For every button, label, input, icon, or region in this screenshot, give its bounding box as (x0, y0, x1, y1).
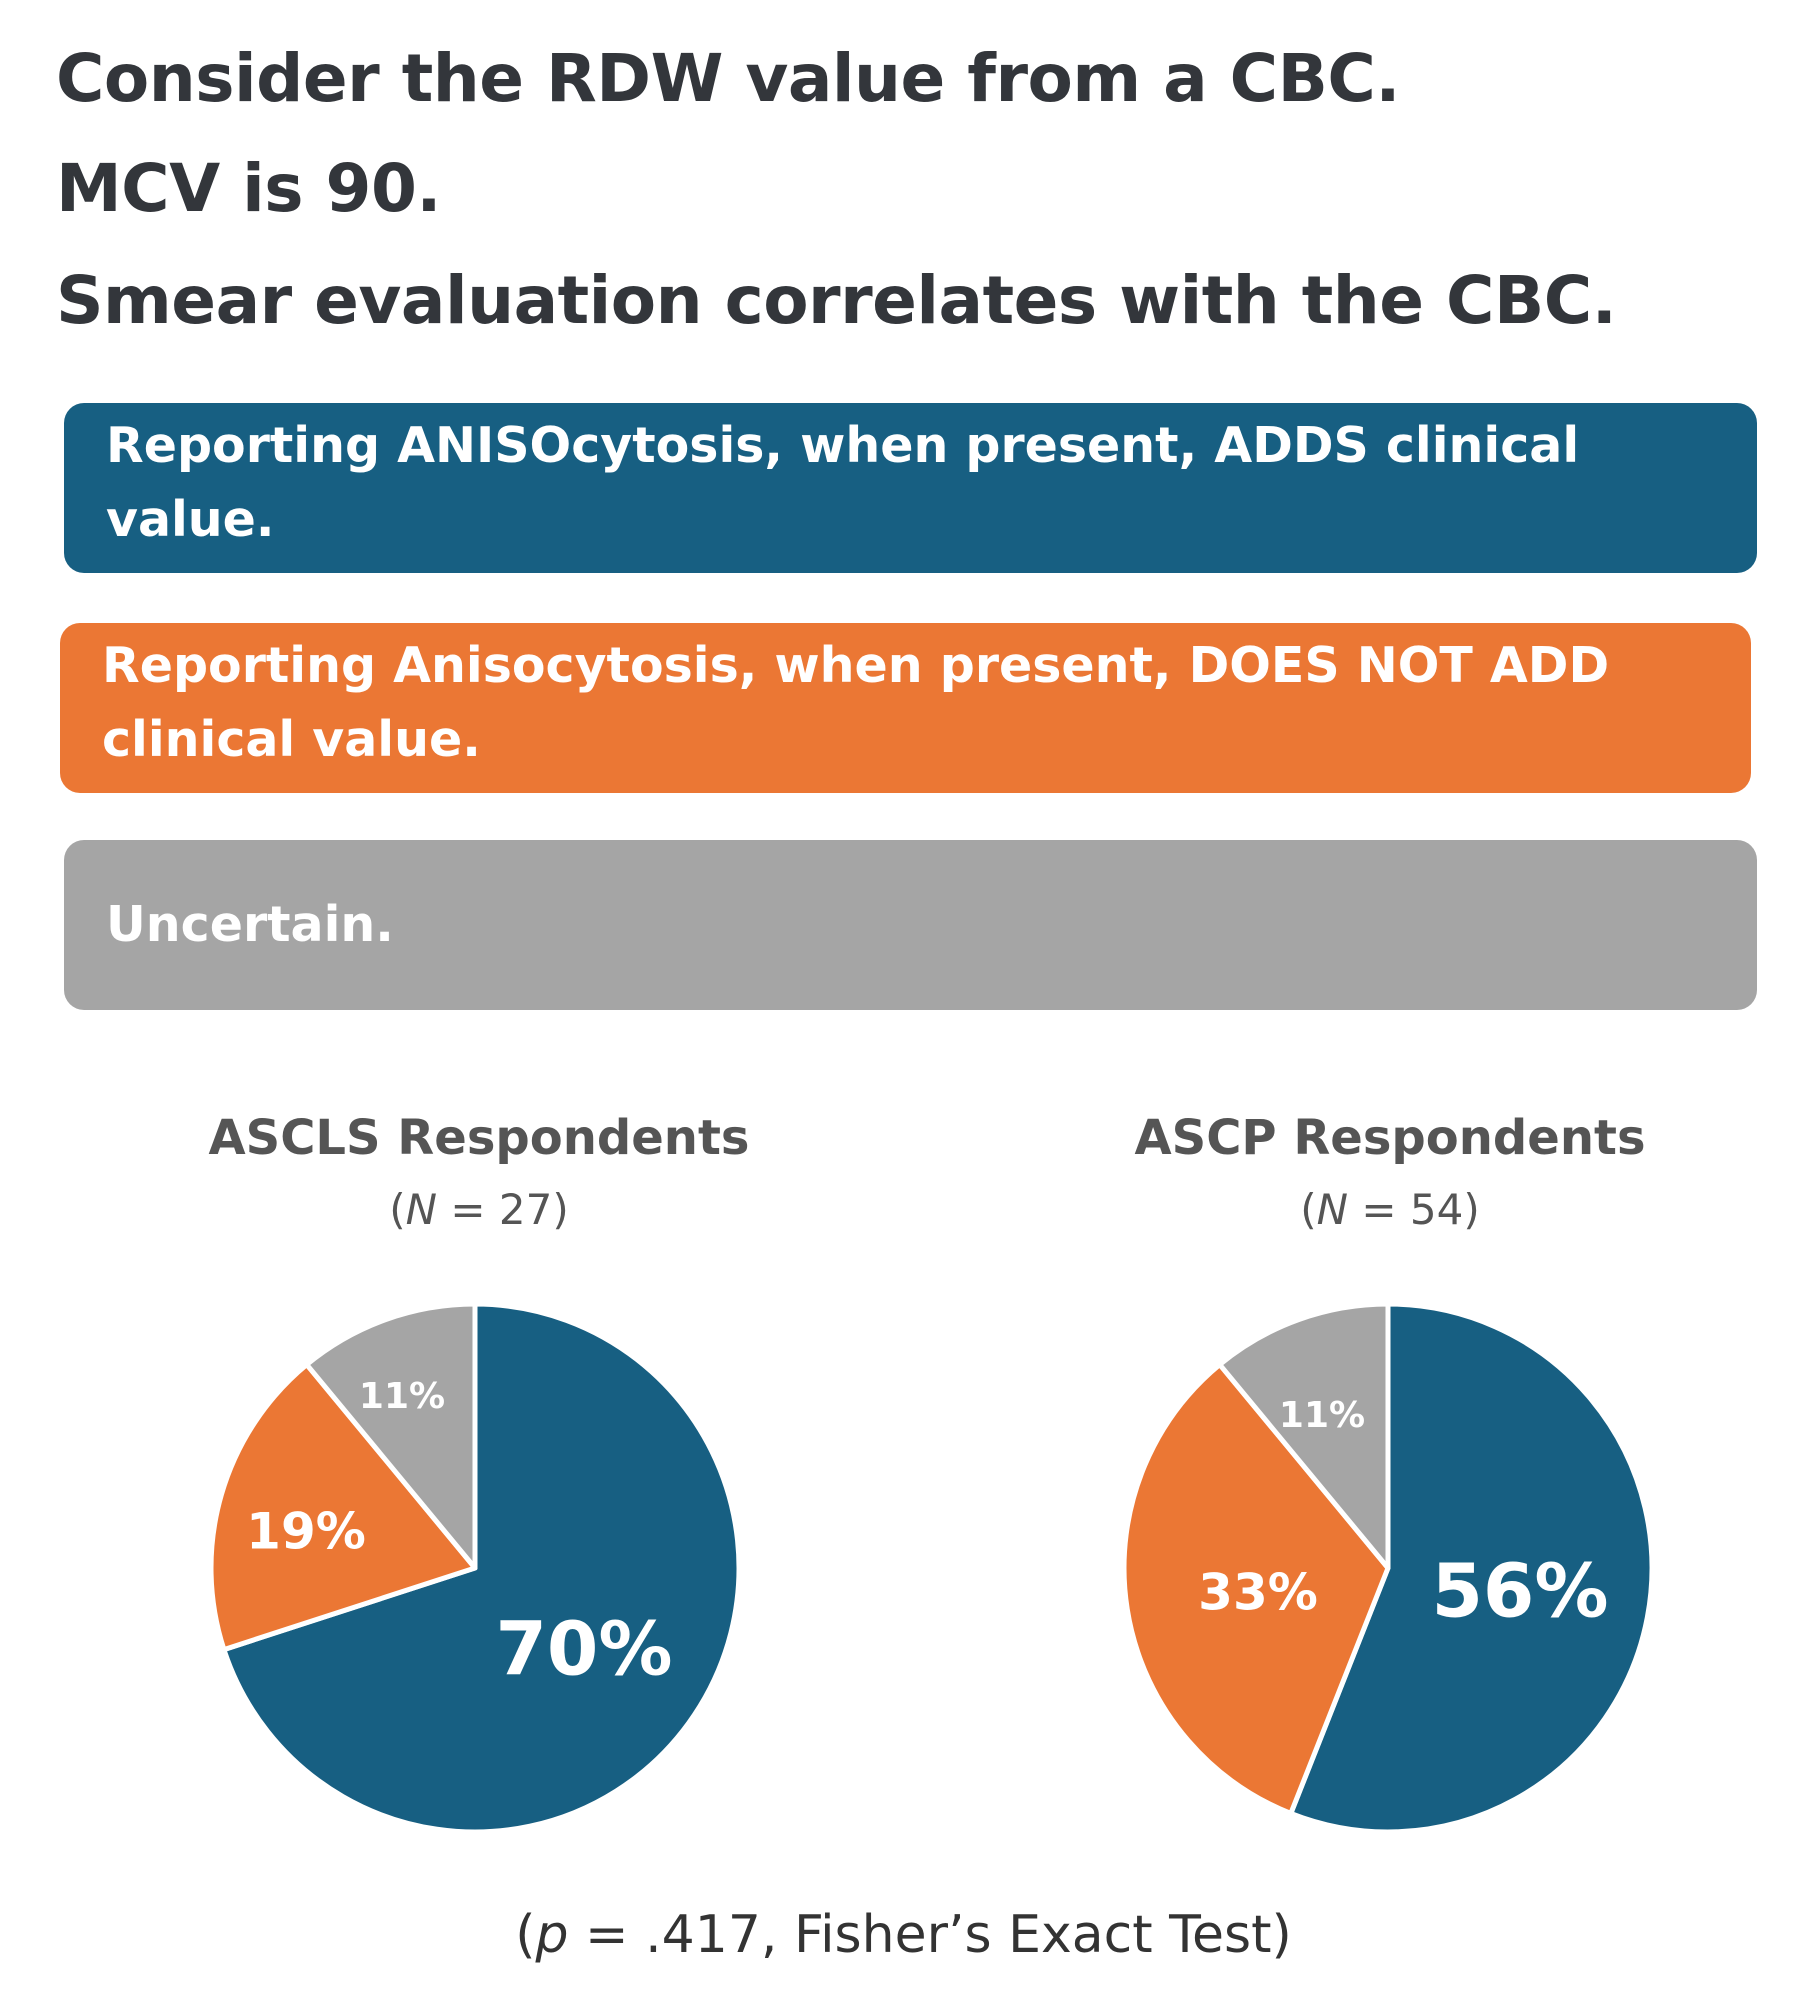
chart-subtitle-ascls: (N = 27) (389, 1185, 569, 1234)
pie-slice-uncertain (304, 1301, 478, 1571)
option-does-not-add-value[interactable]: Reporting Anisocytosis, when present, DO… (60, 623, 1751, 793)
data-label-adds-value: 70% (495, 1607, 672, 1693)
data-label-uncertain: 11% (1279, 1395, 1365, 1436)
option-label: Uncertain. (106, 896, 394, 953)
option-adds-value[interactable]: Reporting ANISOcytosis, when present, AD… (64, 403, 1757, 573)
option-label: Reporting Anisocytosis, when present, DO… (102, 637, 1610, 768)
chart-title-ascp: ASCP Respondents (1134, 1110, 1646, 1166)
data-label-uncertain: 11% (359, 1376, 445, 1417)
pie-slice-uncertain (1217, 1301, 1391, 1571)
pie-slice-does-not-add (1121, 1362, 1391, 1816)
chart-subtitle-ascp: (N = 54) (1300, 1185, 1480, 1234)
pie-slice-does-not-add (208, 1362, 478, 1653)
data-label-adds-value: 56% (1431, 1549, 1608, 1635)
option-label: Reporting ANISOcytosis, when present, AD… (106, 417, 1580, 548)
pie-slice-adds-value (1288, 1301, 1655, 1835)
question-line-1: Consider the RDW value from a CBC. (56, 40, 1400, 117)
statistical-note: (p = .417, Fisher’s Exact Test) (515, 1905, 1292, 1965)
question-line-2: MCV is 90. (56, 150, 441, 227)
option-uncertain[interactable]: Uncertain. (64, 840, 1757, 1010)
data-label-does-not-add: 19% (246, 1503, 366, 1561)
question-line-3: Smear evaluation correlates with the CBC… (56, 262, 1617, 339)
data-label-does-not-add: 33% (1198, 1564, 1318, 1622)
pie-slice-adds-value (221, 1301, 742, 1835)
chart-title-ascls: ASCLS Respondents (208, 1110, 750, 1166)
